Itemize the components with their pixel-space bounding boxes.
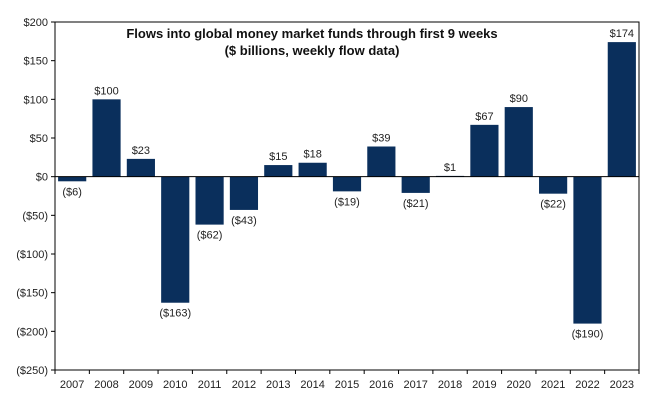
y-tick-label: $100 — [24, 94, 48, 106]
bar-2019 — [470, 124, 499, 177]
bar-2011 — [195, 176, 224, 225]
bar-2023 — [607, 42, 636, 177]
y-axis: $200 $150 $100 $50 $0 ($50) ($100) ($150) ($200)… — [16, 17, 55, 377]
data-label-2014: $18 — [303, 149, 321, 161]
y-tick-label: ($50) — [22, 210, 48, 222]
x-tick-label: 2019 — [472, 379, 496, 391]
x-tick-label: 2022 — [575, 379, 599, 391]
bar-2007 — [58, 176, 87, 182]
bar-2009 — [126, 158, 155, 177]
x-tick-label: 2017 — [403, 379, 427, 391]
data-label-2022: ($190) — [572, 329, 604, 341]
bar-2014 — [298, 162, 327, 177]
x-tick-label: 2012 — [232, 379, 256, 391]
data-label-2021: ($22) — [540, 199, 566, 211]
bars-group — [58, 42, 636, 324]
data-label-2007: ($6) — [62, 186, 82, 198]
bar-2008 — [92, 99, 121, 177]
bar-2015 — [332, 176, 362, 192]
data-label-2019: $67 — [475, 111, 493, 123]
x-tick-label: 2007 — [60, 379, 84, 391]
y-tick-label: $0 — [36, 172, 48, 184]
data-label-2020: $90 — [510, 93, 528, 105]
data-label-2012: ($43) — [231, 215, 257, 227]
y-tick-label: $150 — [24, 56, 48, 68]
x-tick-label: 2014 — [300, 379, 324, 391]
y-tick-label: $200 — [24, 17, 48, 29]
x-tick-label: 2020 — [507, 379, 531, 391]
bar-2022 — [573, 176, 602, 324]
data-labels-group: ($6) $100 $23 ($163) ($62) ($43) $15 $18 ($19) $3… — [62, 28, 634, 340]
chart-title: Flows into global money market funds thr… — [126, 26, 497, 41]
data-label-2017: ($21) — [403, 198, 429, 210]
y-tick-label: $50 — [30, 133, 48, 145]
x-tick-label: 2009 — [129, 379, 153, 391]
data-label-2008: $100 — [94, 85, 118, 97]
bar-2013 — [264, 165, 293, 177]
x-tick-label: 2011 — [198, 379, 222, 391]
y-tick-label: ($200) — [16, 326, 48, 338]
bar-2016 — [367, 146, 396, 177]
data-label-2015: ($19) — [334, 196, 360, 208]
bar-2021 — [539, 176, 568, 194]
data-label-2013: $15 — [269, 151, 287, 163]
bar-2010 — [161, 176, 190, 303]
chart-subtitle: ($ billions, weekly flow data) — [225, 43, 400, 58]
data-label-2009: $23 — [132, 145, 150, 157]
y-tick-label: ($100) — [16, 249, 48, 261]
x-tick-label: 2015 — [335, 379, 359, 391]
data-label-2016: $39 — [372, 133, 390, 145]
y-tick-label: ($150) — [16, 288, 48, 300]
data-label-2011: ($62) — [197, 230, 223, 242]
bar-2012 — [229, 176, 259, 210]
data-label-2018: $1 — [444, 162, 456, 174]
x-tick-label: 2021 — [541, 379, 565, 391]
x-axis: 2007 2008 2009 2010 2011 2012 2013 2014 2015 2016… — [54, 370, 640, 391]
x-tick-label: 2013 — [266, 379, 290, 391]
x-tick-label: 2010 — [163, 379, 187, 391]
y-tick-label: ($250) — [16, 365, 48, 377]
bar-2017 — [401, 176, 430, 193]
x-tick-label: 2008 — [94, 379, 118, 391]
data-label-2023: $174 — [610, 28, 634, 40]
plot-frame — [54, 21, 640, 371]
x-tick-label: 2023 — [610, 379, 634, 391]
data-label-2010: ($163) — [159, 308, 191, 320]
bar-2020 — [504, 107, 533, 177]
x-tick-label: 2018 — [438, 379, 462, 391]
x-tick-label: 2016 — [369, 379, 393, 391]
